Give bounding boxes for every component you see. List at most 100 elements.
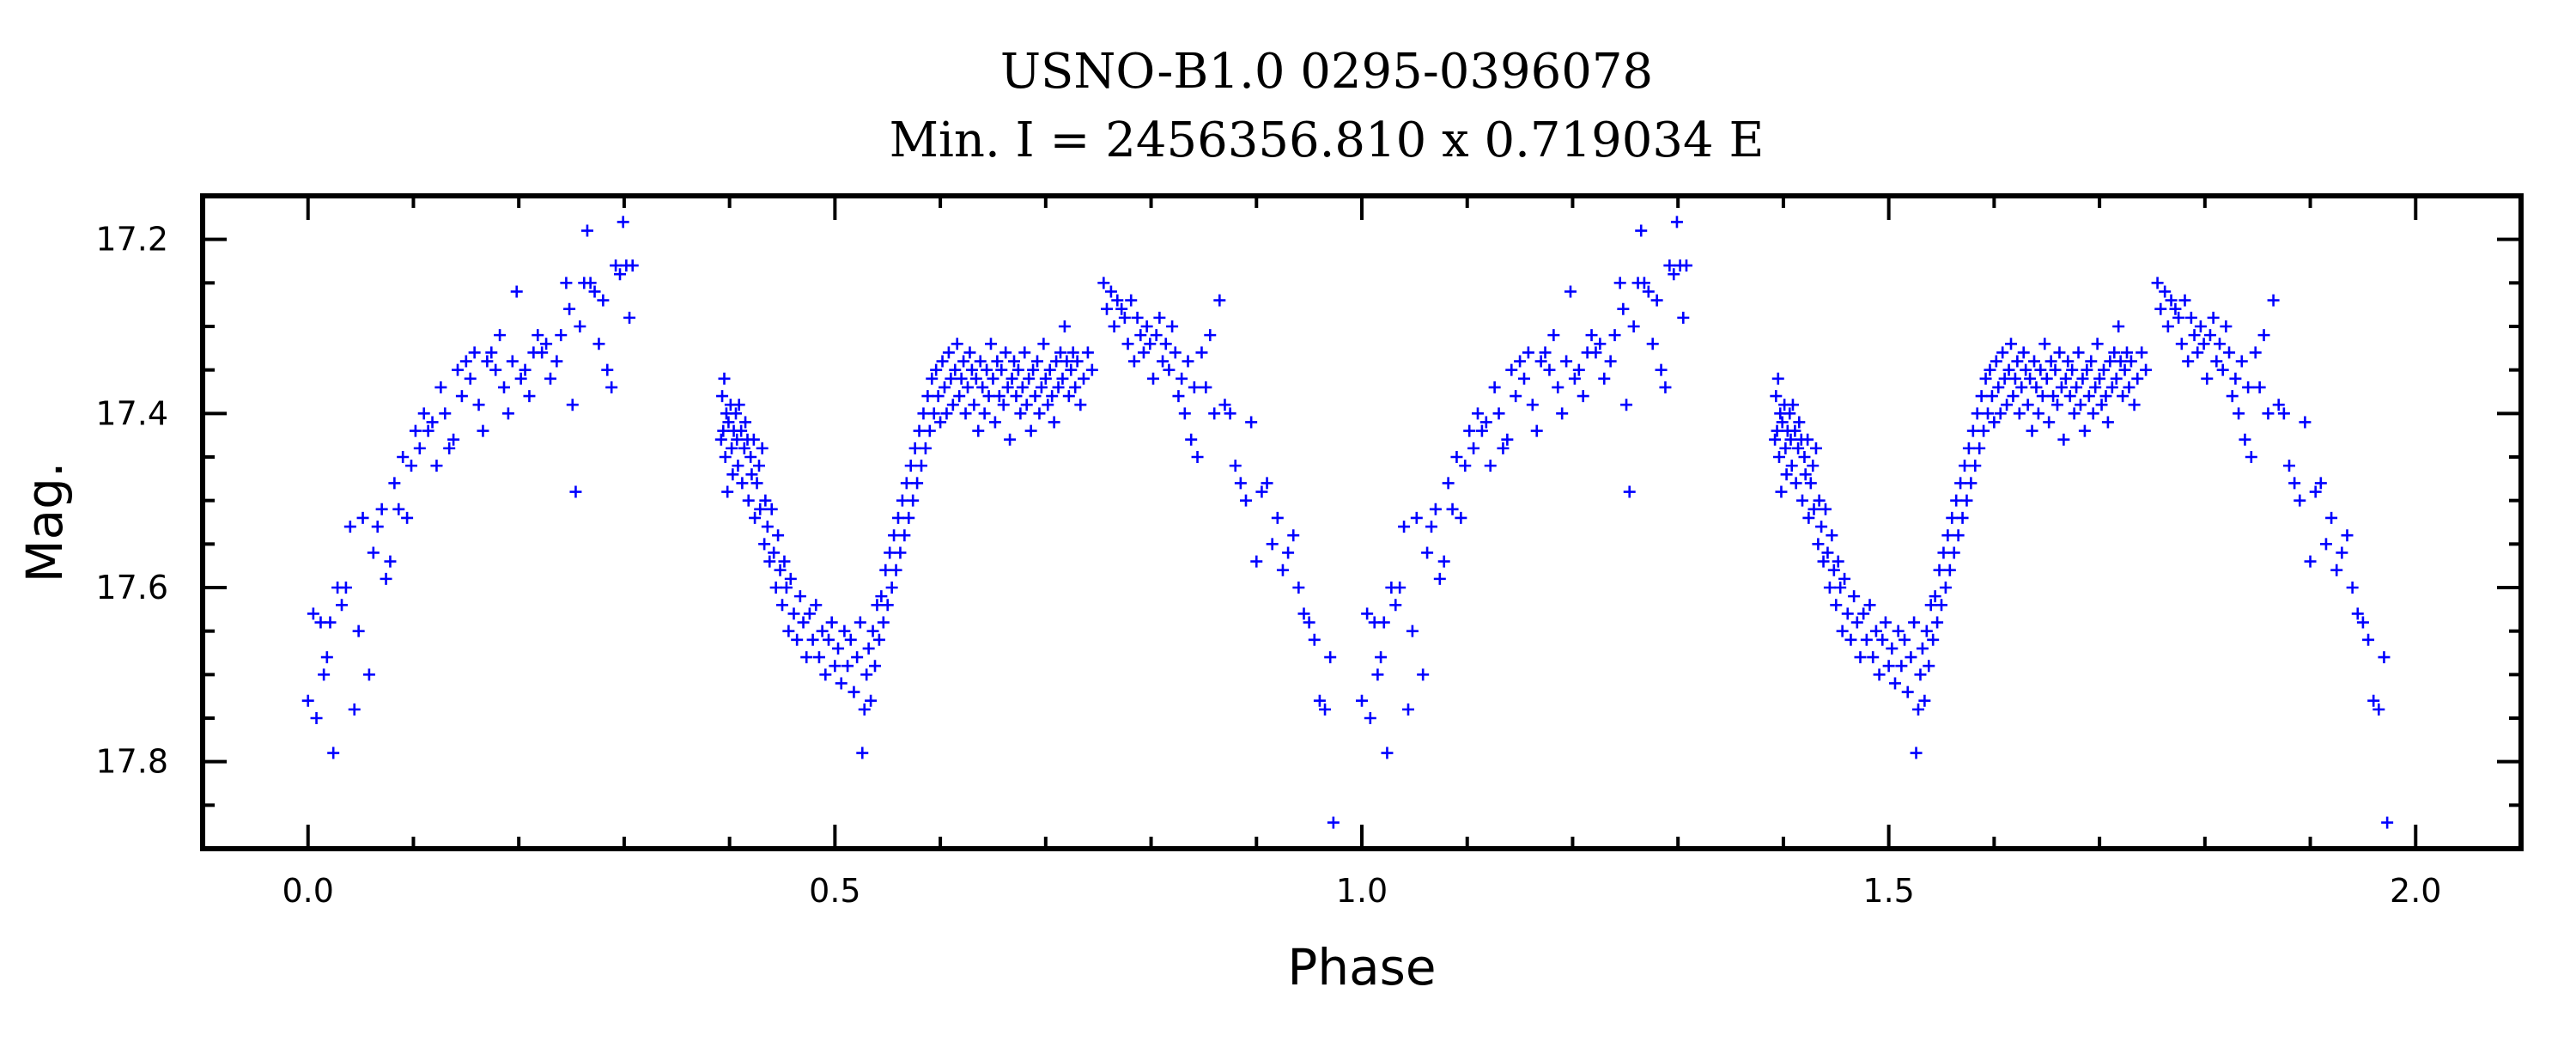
data-point (1159, 338, 1172, 350)
data-point (875, 590, 888, 603)
data-point (2304, 555, 2317, 568)
data-point (610, 259, 623, 272)
data-point (343, 521, 356, 533)
data-point (1836, 625, 1849, 637)
data-point (318, 668, 331, 681)
data-point (784, 572, 797, 585)
data-point (1497, 442, 1510, 454)
data-point (812, 651, 825, 664)
data-point (1807, 503, 1820, 515)
data-point (934, 416, 947, 429)
data-point (1484, 460, 1497, 472)
data-point (1801, 433, 1814, 446)
data-point (1789, 424, 1801, 437)
data-point (917, 407, 930, 420)
data-point (1433, 572, 1446, 585)
data-point (563, 302, 576, 315)
data-point (1969, 460, 1982, 472)
data-point (413, 442, 426, 454)
data-point (494, 329, 507, 342)
data-point (417, 407, 430, 420)
data-point (1792, 442, 1805, 454)
data-point (869, 660, 881, 673)
data-point (1886, 642, 1899, 655)
data-point (1147, 372, 1159, 385)
data-point (447, 433, 460, 446)
data-point (1450, 451, 1463, 463)
data-point (2059, 372, 2072, 385)
data-point (1789, 477, 1802, 490)
data-point (816, 625, 829, 637)
data-point (1065, 363, 1078, 376)
data-point (1037, 338, 1050, 350)
data-point (1923, 660, 1935, 673)
data-point (758, 538, 771, 551)
data-point (963, 346, 976, 359)
data-point (2021, 399, 2034, 411)
data-point (1153, 311, 1166, 324)
data-point (896, 494, 908, 507)
data-point (1402, 703, 1414, 716)
data-point (2049, 363, 2062, 376)
data-point (1780, 468, 1793, 481)
data-point (430, 460, 443, 472)
data-point (1514, 355, 1527, 368)
data-point (919, 442, 932, 454)
data-point (2154, 302, 2167, 315)
data-point (1802, 511, 1815, 524)
data-point (1446, 503, 1459, 515)
data-point (1646, 338, 1659, 350)
data-point (1406, 625, 1419, 637)
data-point (601, 363, 614, 376)
data-point (932, 390, 945, 403)
data-point (1637, 277, 1650, 289)
data-point (1410, 511, 1423, 524)
data-point (523, 390, 536, 403)
data-point (2140, 363, 2153, 376)
data-point (892, 511, 904, 524)
chart-title: USNO-B1.0 0295-0396078 (1000, 44, 1653, 100)
data-point (2257, 329, 2270, 342)
data-point (2351, 607, 2364, 620)
data-point (569, 485, 582, 498)
data-point (1005, 372, 1018, 385)
data-point (1943, 564, 1956, 576)
data-point (732, 460, 744, 472)
data-point (2013, 407, 2026, 420)
data-point (2201, 372, 2214, 385)
data-point (939, 381, 951, 393)
data-point (1956, 511, 1969, 524)
data-point (2151, 277, 2164, 289)
data-point (791, 633, 804, 646)
data-point (1062, 390, 1075, 403)
data-point (732, 399, 745, 411)
data-point (851, 651, 864, 664)
data-point (1191, 451, 1204, 463)
data-point (2068, 407, 2081, 420)
data-point (1892, 625, 1905, 637)
data-point (854, 616, 866, 629)
data-point (2101, 416, 2114, 429)
data-point (1052, 381, 1065, 393)
y-tick-label: 17.4 (95, 394, 168, 432)
data-point (501, 407, 514, 420)
data-point (988, 416, 1001, 429)
data-point (1560, 355, 1573, 368)
data-point (384, 555, 397, 568)
data-point (2235, 355, 2248, 368)
x-tick-label: 1.5 (1862, 872, 1914, 910)
data-point (1178, 407, 1191, 420)
data-point (750, 477, 763, 490)
data-point (1182, 355, 1194, 368)
data-point (1266, 538, 1279, 551)
data-point (890, 564, 902, 576)
data-point (976, 381, 989, 393)
data-point (2017, 346, 2030, 359)
data-point (1680, 259, 1692, 272)
data-point (1775, 485, 1788, 498)
data-point (1375, 651, 1388, 664)
data-point (2309, 485, 2322, 498)
data-point (2194, 320, 2207, 332)
x-axis: 0.0 0.5 1.0 1.5 2.0 (283, 196, 2441, 910)
